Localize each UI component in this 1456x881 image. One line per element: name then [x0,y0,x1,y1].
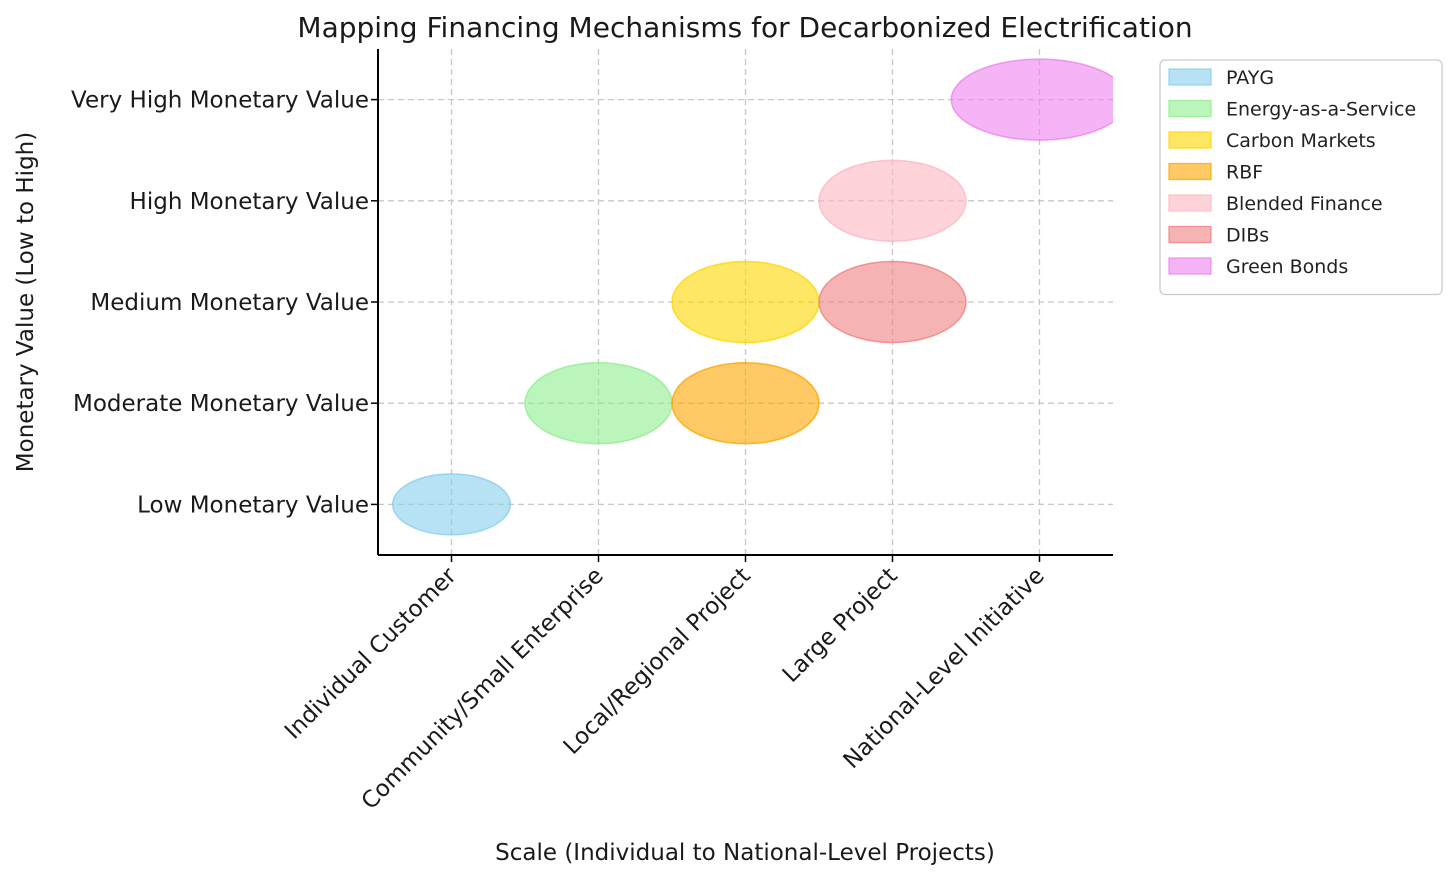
ellipse-dibs [818,260,967,344]
legend-swatch-rbf [1168,162,1212,181]
legend-swatch-payg [1168,68,1212,86]
ellipse-rbf [671,361,820,445]
x-tick-label: Large Project [778,563,903,688]
ellipse-payg [391,473,512,536]
x-axis-title: Scale (Individual to National-Level Proj… [495,840,995,866]
legend-frame [1159,59,1443,296]
ellipse-blended-finance [818,159,967,243]
y-tick-label: High Monetary Value [130,189,369,215]
legend-label-blended-finance: Blended Finance [1226,193,1383,215]
y-tick-label: Low Monetary Value [137,492,369,518]
y-tick-label: Medium Monetary Value [90,290,369,316]
legend-swatch-dibs [1168,225,1212,244]
legend-swatch-energy-as-a-service [1168,99,1212,118]
legend-label-dibs: DIBs [1226,225,1269,247]
legend: PAYG Energy-as-a-Service Carbon Markets RBF… [1159,59,1443,296]
legend-swatch-blended-finance [1168,194,1212,212]
x-tick-label: Community/Small Enterprise [357,563,609,815]
chart-title: Mapping Financing Mechanisms for Decarbo… [297,11,1192,44]
legend-label-green-bonds: Green Bonds [1226,256,1348,278]
ellipse-energy-as-a-service [524,361,673,445]
legend-label-rbf: RBF [1226,162,1263,184]
ellipse-carbon-markets [671,260,820,344]
ellipse-green-bonds [950,58,1113,141]
legend-label-payg: PAYG [1226,67,1274,89]
legend-swatch-green-bonds [1168,257,1212,275]
y-tick-label: Very High Monetary Value [71,88,369,114]
legend-label-carbon-markets: Carbon Markets [1226,130,1376,152]
y-tick-label: Moderate Monetary Value [73,391,369,417]
y-axis-title: Monetary Value (Low to High) [13,132,39,472]
legend-swatch-carbon-markets [1168,131,1212,149]
legend-label-energy-as-a-service: Energy-as-a-Service [1226,99,1416,121]
data-marks [391,58,1113,536]
